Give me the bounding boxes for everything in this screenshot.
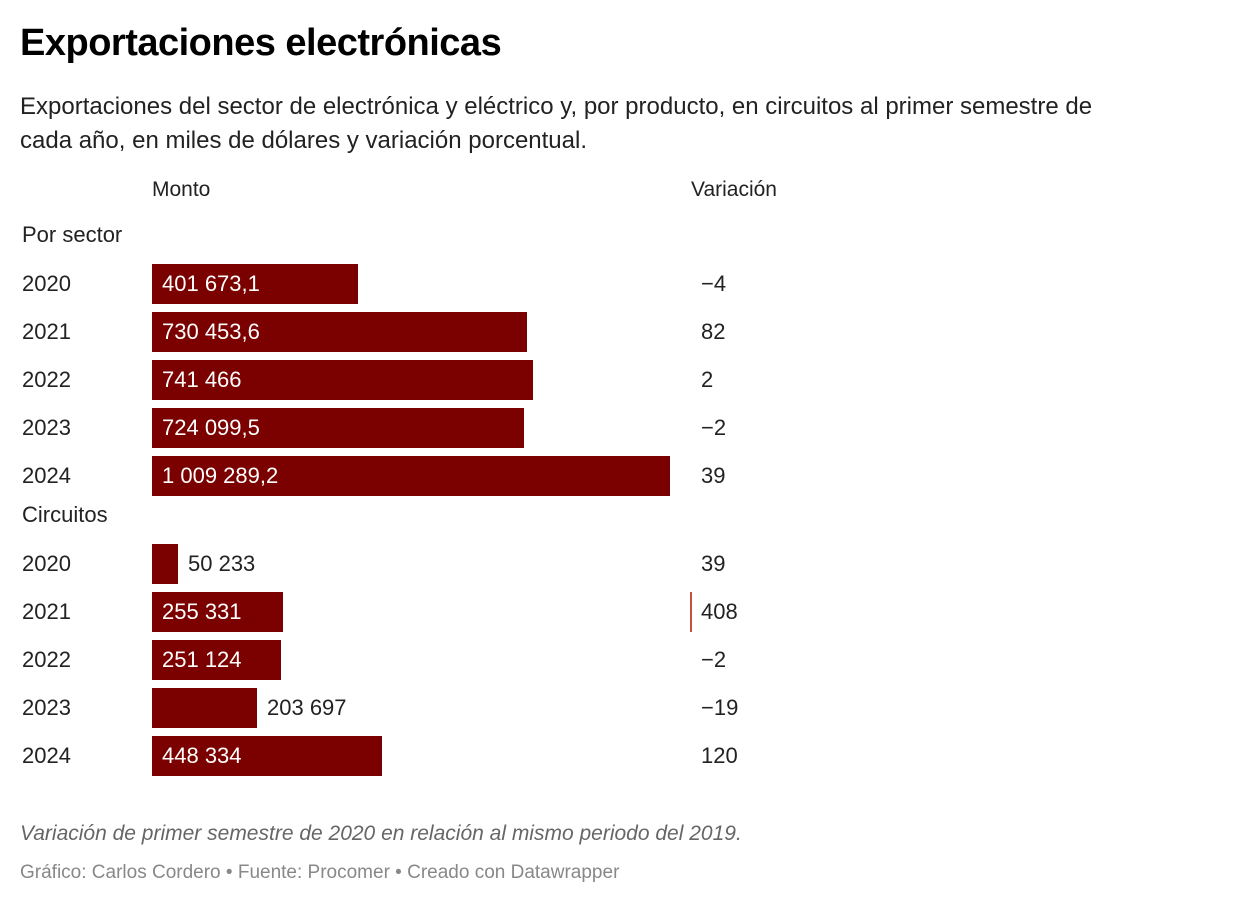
row-label-year: 2021 bbox=[22, 319, 71, 344]
bar-value-label: 741 466 bbox=[162, 367, 242, 392]
variation-value: −4 bbox=[701, 271, 727, 296]
bar bbox=[152, 408, 524, 448]
variation-value: −2 bbox=[701, 415, 727, 440]
bar-value-label: 730 453,6 bbox=[162, 319, 260, 344]
column-header-variation: Variación bbox=[691, 178, 777, 201]
row-label-year: 2022 bbox=[22, 647, 71, 672]
variation-value: 120 bbox=[701, 743, 738, 768]
row-label-year: 2024 bbox=[22, 743, 71, 768]
bar-value-label: 448 334 bbox=[162, 743, 242, 768]
chart-title: Exportaciones electrónicas bbox=[20, 22, 502, 64]
bar bbox=[152, 544, 178, 584]
bar bbox=[152, 360, 533, 400]
bar-value-label: 401 673,1 bbox=[162, 271, 260, 296]
group-label: Por sector bbox=[22, 222, 123, 247]
bar bbox=[152, 456, 670, 496]
row-label-year: 2024 bbox=[22, 463, 71, 488]
chart-note: Variación de primer semestre de 2020 en … bbox=[20, 822, 742, 845]
row-label-year: 2021 bbox=[22, 599, 71, 624]
variation-value: −19 bbox=[701, 695, 739, 720]
group-label: Circuitos bbox=[22, 502, 108, 527]
bar bbox=[152, 736, 382, 776]
row-label-year: 2023 bbox=[22, 695, 71, 720]
bar bbox=[152, 640, 281, 680]
column-header-amount: Monto bbox=[152, 178, 211, 201]
chart-credits: Gráfico: Carlos Cordero • Fuente: Procom… bbox=[20, 862, 620, 883]
variation-value: 408 bbox=[701, 599, 738, 624]
row-label-year: 2020 bbox=[22, 551, 71, 576]
bar-value-label: 724 099,5 bbox=[162, 415, 260, 440]
bar bbox=[152, 592, 283, 632]
bar-value-label: 255 331 bbox=[162, 599, 242, 624]
row-label-year: 2022 bbox=[22, 367, 71, 392]
row-label-year: 2020 bbox=[22, 271, 71, 296]
row-label-year: 2023 bbox=[22, 415, 71, 440]
bar-value-label: 251 124 bbox=[162, 647, 242, 672]
variation-value: 39 bbox=[701, 551, 726, 576]
bar bbox=[152, 312, 527, 352]
variation-value: 39 bbox=[701, 463, 726, 488]
bar-value-label: 203 697 bbox=[267, 695, 347, 720]
variation-value: −2 bbox=[701, 647, 727, 672]
bar-value-label: 1 009 289,2 bbox=[162, 463, 279, 488]
bar bbox=[152, 688, 257, 728]
highlight-marker bbox=[690, 592, 692, 632]
bar bbox=[152, 264, 358, 304]
chart-subtitle: Exportaciones del sector de electrónica … bbox=[20, 93, 1093, 154]
bar-value-label: 50 233 bbox=[188, 551, 256, 576]
variation-value: 82 bbox=[701, 319, 726, 344]
variation-value: 2 bbox=[701, 367, 714, 392]
